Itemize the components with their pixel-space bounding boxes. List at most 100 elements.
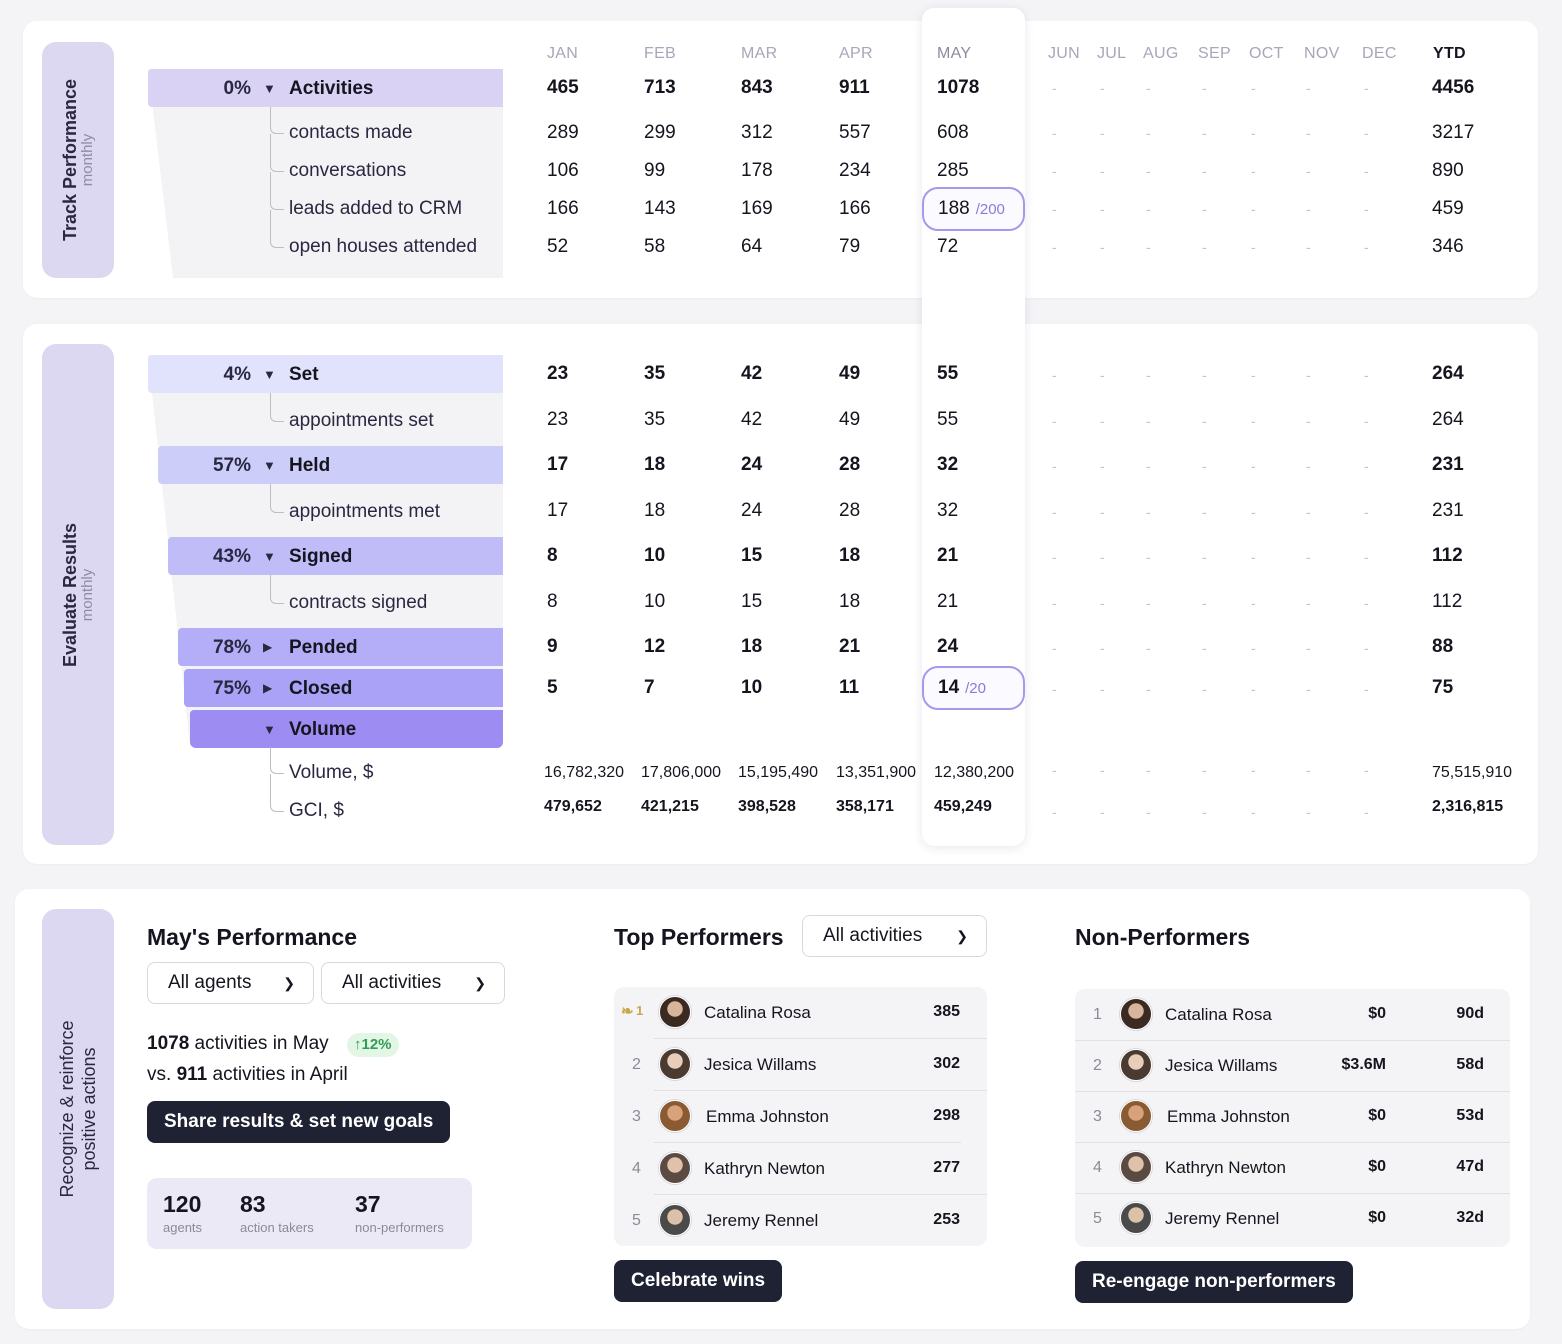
empty-month-value: -	[1364, 367, 1369, 383]
empty-month-value: -	[1364, 681, 1369, 697]
month-value: 49	[839, 409, 861, 430]
goal-progress-badge[interactable]: 14/20	[922, 666, 1025, 710]
track-funnel-background	[148, 69, 503, 278]
activities-filter-select[interactable]: All activities ❯	[321, 962, 505, 1004]
month-value: 234	[839, 160, 871, 181]
goal-current-value: 188	[938, 198, 970, 219]
performer-amount: $3.6M	[1341, 1056, 1386, 1073]
funnel-stage-held[interactable]: 57% ▼ Held	[158, 446, 503, 484]
non-performers-title: Non-Performers	[1075, 924, 1251, 950]
month-value: 421,215	[641, 798, 699, 815]
month-header: AUG	[1143, 45, 1179, 62]
empty-month-value: -	[1306, 163, 1311, 179]
month-value: 299	[644, 122, 676, 143]
chevron-right-icon[interactable]: ▶	[263, 681, 273, 695]
non-performer-row[interactable]: 5 Jeremy Rennel $0 32d	[1075, 1193, 1510, 1245]
empty-month-value: -	[1202, 595, 1207, 611]
top-performer-row[interactable]: 2 Jesica Willams 302	[614, 1039, 987, 1091]
month-value: 557	[839, 122, 871, 143]
chevron-down-icon[interactable]: ▼	[263, 458, 276, 473]
non-performer-row[interactable]: 4 Kathryn Newton $0 47d	[1075, 1142, 1510, 1194]
goal-progress-badge[interactable]: 188/200	[922, 187, 1025, 231]
celebrate-wins-button[interactable]: Celebrate wins	[614, 1260, 783, 1302]
empty-month-value: -	[1100, 762, 1105, 778]
empty-month-value: -	[1052, 125, 1057, 141]
previous-activity-summary: vs. 911 activities in April	[147, 1064, 348, 1086]
month-value: 18	[644, 500, 666, 521]
empty-month-value: -	[1146, 549, 1151, 565]
month-value: 21	[839, 636, 861, 657]
empty-month-value: -	[1364, 413, 1369, 429]
month-value: 12	[644, 636, 666, 657]
chevron-down-icon[interactable]: ▼	[263, 367, 276, 382]
month-header: NOV	[1304, 45, 1340, 62]
avatar	[1120, 1151, 1152, 1183]
non-performer-row[interactable]: 2 Jesica Willams $3.6M 58d	[1075, 1040, 1510, 1092]
month-value: 13,351,900	[836, 764, 917, 781]
month-value: 17	[547, 454, 569, 475]
funnel-stage-signed[interactable]: 43% ▼ Signed	[168, 537, 503, 575]
inactive-days: 47d	[1456, 1158, 1484, 1175]
rank-number: 4	[632, 1160, 641, 1177]
chevron-down-icon[interactable]: ▼	[263, 722, 276, 737]
re-engage-button[interactable]: Re-engage non-performers	[1075, 1261, 1353, 1303]
month-header: APR	[839, 45, 873, 62]
funnel-stage-pended[interactable]: 78% ▶ Pended	[178, 628, 503, 666]
agents-filter-select[interactable]: All agents ❯	[147, 962, 314, 1004]
empty-month-value: -	[1306, 367, 1311, 383]
non-performer-row[interactable]: 1 Catalina Rosa $0 90d	[1075, 989, 1510, 1041]
tree-connector	[270, 747, 284, 774]
empty-month-value: -	[1146, 595, 1151, 611]
share-results-button[interactable]: Share results & set new goals	[147, 1101, 451, 1143]
chevron-down-icon[interactable]: ▼	[263, 81, 276, 96]
empty-month-value: -	[1146, 413, 1151, 429]
stage-percent: 4%	[223, 364, 251, 385]
stage-label: Pended	[289, 637, 358, 658]
top-performer-row[interactable]: 3 Emma Johnston 298	[614, 1091, 987, 1143]
month-value: 459,249	[934, 798, 992, 815]
empty-month-value: -	[1364, 125, 1369, 141]
top-performer-row[interactable]: 5 Jeremy Rennel 253	[614, 1195, 987, 1247]
empty-month-value: -	[1146, 125, 1151, 141]
funnel-sub-label: appointments set	[289, 410, 434, 431]
month-value: 10	[741, 677, 763, 698]
top-performer-row[interactable]: ❧ 1 Catalina Rosa 385	[614, 987, 987, 1039]
top-performer-row[interactable]: 4 Kathryn Newton 277	[614, 1143, 987, 1195]
non-performer-row[interactable]: 3 Emma Johnston $0 53d	[1075, 1091, 1510, 1143]
month-value: 18	[839, 591, 861, 612]
funnel-stage-closed[interactable]: 75% ▶ Closed	[184, 669, 503, 707]
stat-label: action takers	[240, 1220, 314, 1235]
tree-connector	[270, 484, 284, 513]
month-value: 5	[547, 677, 558, 698]
chevron-right-icon[interactable]: ▶	[263, 640, 273, 654]
evaluate-results-side-label: Evaluate Results monthly	[42, 344, 114, 845]
funnel-stage-volume[interactable]: ▼ Volume	[190, 710, 503, 748]
empty-month-value: -	[1251, 125, 1256, 141]
empty-month-value: -	[1251, 239, 1256, 255]
empty-month-value: -	[1100, 239, 1105, 255]
month-header: OCT	[1249, 45, 1284, 62]
empty-month-value: -	[1251, 595, 1256, 611]
empty-month-value: -	[1202, 762, 1207, 778]
performer-amount: $0	[1368, 1158, 1386, 1175]
chevron-down-icon: ❯	[956, 928, 968, 944]
top-performers-filter-select[interactable]: All activities ❯	[802, 915, 987, 957]
month-value: 35	[644, 409, 666, 430]
empty-month-value: -	[1052, 504, 1057, 520]
avatar	[1120, 1049, 1152, 1081]
month-value: 15	[741, 545, 763, 566]
activities-band[interactable]: 0% ▼ Activities	[148, 69, 503, 107]
month-value: 23	[547, 363, 569, 384]
ytd-value: 75	[1432, 677, 1454, 698]
funnel-stage-set[interactable]: 4% ▼ Set	[148, 355, 503, 393]
goal-target: /200	[975, 201, 1005, 218]
row-divider	[1075, 1091, 1510, 1092]
empty-month-value: -	[1306, 504, 1311, 520]
stage-percent: 78%	[212, 637, 251, 658]
goal-current: 14/20	[938, 677, 986, 699]
empty-month-value: -	[1364, 239, 1369, 255]
empty-month-value: -	[1306, 239, 1311, 255]
chevron-down-icon[interactable]: ▼	[263, 549, 276, 564]
agent-stats-box	[147, 1178, 472, 1249]
empty-month-value: -	[1146, 80, 1151, 96]
